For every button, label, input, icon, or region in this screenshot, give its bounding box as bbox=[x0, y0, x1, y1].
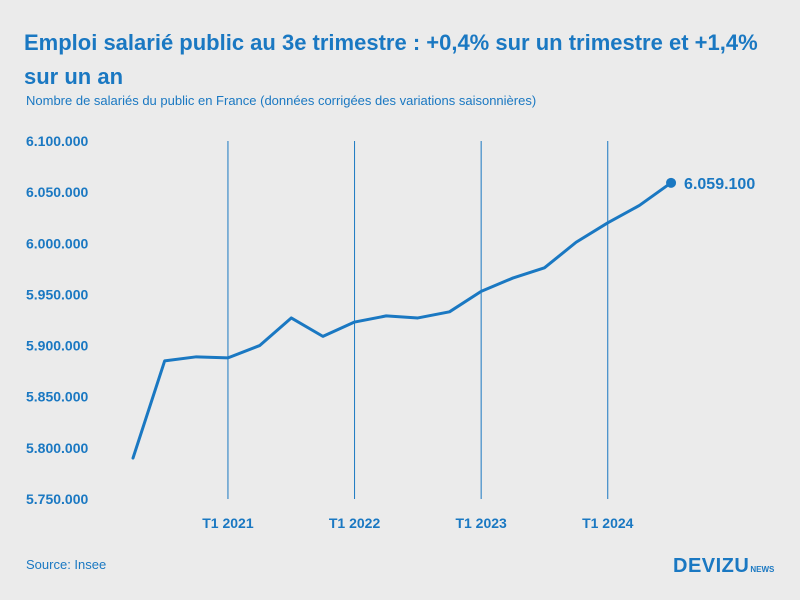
last-point-dot bbox=[666, 177, 677, 188]
y-tick-label: 5.750.000 bbox=[26, 491, 88, 507]
y-tick-label: 6.000.000 bbox=[26, 235, 88, 251]
y-tick-label: 5.850.000 bbox=[26, 389, 88, 405]
x-tick-label: T1 2022 bbox=[329, 515, 381, 531]
y-tick-label: 5.800.000 bbox=[26, 440, 88, 456]
x-tick-label: T1 2023 bbox=[455, 515, 507, 531]
chart-title: Emploi salarié public au 3e trimestre : … bbox=[24, 30, 758, 89]
y-tick-label: 6.050.000 bbox=[26, 184, 88, 200]
last-value-label: 6.059.100 bbox=[684, 176, 755, 193]
logo-sub-text: NEWS bbox=[750, 565, 775, 574]
devizu-logo: DEVIZUNEWS bbox=[673, 555, 774, 578]
x-tick-label: T1 2024 bbox=[582, 515, 634, 531]
y-tick-label: 5.900.000 bbox=[26, 338, 88, 354]
y-tick-label: 6.100.000 bbox=[26, 133, 88, 149]
source-note: Source: Insee bbox=[26, 557, 107, 572]
series-line bbox=[131, 181, 673, 460]
y-tick-label: 5.950.000 bbox=[26, 286, 88, 302]
logo-main-text: DEVIZU bbox=[673, 555, 750, 577]
x-tick-label: T1 2021 bbox=[202, 515, 254, 531]
chart-subtitle: Nombre de salariés du public en France (… bbox=[26, 93, 537, 108]
line-chart: 6.100.000 6.050.000 6.000.000 5.950.000 5.90… bbox=[26, 133, 755, 531]
